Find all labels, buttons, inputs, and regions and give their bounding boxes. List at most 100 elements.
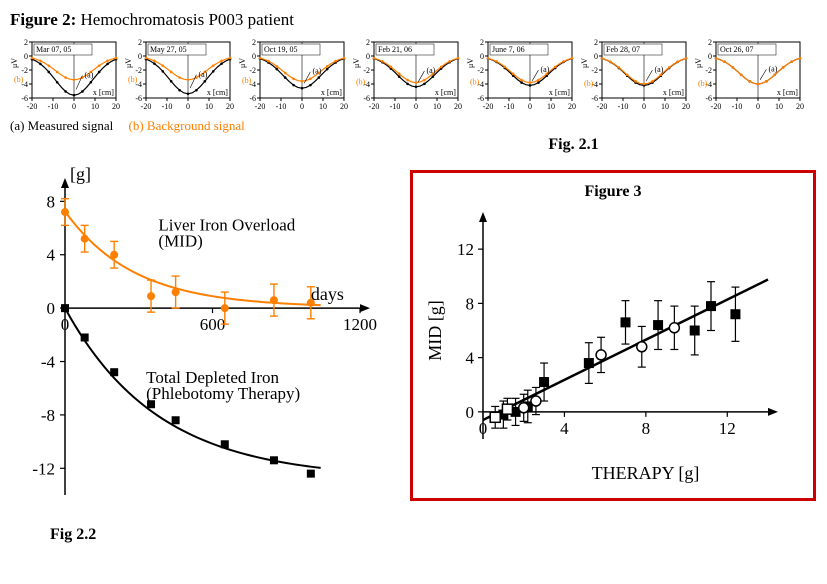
svg-text:0: 0	[528, 102, 532, 111]
svg-text:THERAPY [g]: THERAPY [g]	[592, 463, 700, 483]
svg-text:10: 10	[433, 102, 441, 111]
svg-text:(b): (b)	[698, 79, 708, 88]
svg-text:(a): (a)	[541, 65, 550, 74]
fig22-container: [g]days-12-8-404806001200Liver Iron Over…	[10, 160, 380, 544]
svg-text:-10: -10	[732, 102, 743, 111]
svg-text:(a): (a)	[655, 65, 664, 74]
svg-text:-6: -6	[135, 94, 142, 103]
svg-text:8: 8	[642, 419, 651, 438]
svg-text:(a): (a)	[313, 67, 322, 76]
svg-text:10: 10	[319, 102, 327, 111]
svg-text:-10: -10	[162, 102, 173, 111]
svg-text:20: 20	[112, 102, 120, 111]
svg-text:2: 2	[366, 38, 370, 47]
figure2-title: Figure 2: Hemochromatosis P003 patient	[10, 10, 817, 30]
mini-panel: -20-1001020-6-4-202μVx [cm]Oct 26, 07(a)…	[694, 36, 804, 116]
svg-text:10: 10	[775, 102, 783, 111]
svg-text:x [cm]: x [cm]	[435, 88, 456, 97]
svg-text:0: 0	[479, 419, 488, 438]
svg-text:10: 10	[205, 102, 213, 111]
svg-text:-10: -10	[504, 102, 515, 111]
svg-text:4: 4	[466, 349, 475, 368]
svg-text:Oct 26, 07: Oct 26, 07	[720, 45, 754, 54]
mini-panel-row: -20-1001020-6-4-202μVx [cm]Mar 07, 05(a)…	[10, 36, 817, 116]
svg-text:-20: -20	[255, 102, 266, 111]
svg-text:(a): (a)	[427, 66, 436, 75]
svg-text:-6: -6	[705, 94, 712, 103]
svg-text:μV: μV	[124, 58, 133, 68]
svg-text:μV: μV	[238, 58, 247, 68]
svg-text:μV: μV	[580, 58, 589, 68]
svg-text:10: 10	[661, 102, 669, 111]
mini-panel: -20-1001020-6-4-202μVx [cm]May 27, 05(a)…	[124, 36, 234, 116]
svg-text:0: 0	[756, 102, 760, 111]
svg-text:-2: -2	[21, 66, 28, 75]
svg-text:-20: -20	[141, 102, 152, 111]
figure2-title-text: Hemochromatosis P003 patient	[81, 10, 294, 29]
svg-text:-2: -2	[249, 66, 256, 75]
svg-text:(b): (b)	[470, 78, 480, 87]
svg-text:20: 20	[796, 102, 804, 111]
svg-text:0: 0	[466, 403, 475, 422]
svg-text:μV: μV	[10, 58, 19, 68]
legend-b: (b) Background signal	[129, 118, 245, 133]
svg-text:(a): (a)	[85, 71, 94, 80]
svg-text:-10: -10	[276, 102, 287, 111]
svg-text:(b): (b)	[242, 76, 252, 85]
svg-text:0: 0	[72, 102, 76, 111]
svg-text:x [cm]: x [cm]	[93, 88, 114, 97]
svg-text:-20: -20	[483, 102, 494, 111]
svg-text:Feb 21, 06: Feb 21, 06	[378, 45, 412, 54]
mini-legend: (a) Measured signal (b) Background signa…	[10, 118, 817, 134]
svg-text:0: 0	[300, 102, 304, 111]
svg-text:Mar 07, 05: Mar 07, 05	[36, 45, 71, 54]
svg-text:-10: -10	[618, 102, 629, 111]
svg-text:μV: μV	[352, 58, 361, 68]
svg-text:12: 12	[719, 419, 736, 438]
figure2-title-prefix: Figure 2:	[10, 10, 76, 29]
svg-text:May 27, 05: May 27, 05	[150, 45, 187, 54]
svg-text:[g]: [g]	[70, 164, 91, 184]
svg-text:2: 2	[480, 38, 484, 47]
svg-text:10: 10	[547, 102, 555, 111]
svg-text:8: 8	[47, 192, 56, 211]
svg-text:0: 0	[47, 299, 56, 318]
svg-text:(b): (b)	[584, 79, 594, 88]
svg-text:2: 2	[138, 38, 142, 47]
svg-text:-2: -2	[363, 66, 370, 75]
svg-text:0: 0	[480, 52, 484, 61]
svg-text:(MID): (MID)	[158, 232, 202, 251]
svg-text:0: 0	[61, 315, 70, 334]
svg-text:(b): (b)	[356, 78, 366, 87]
svg-text:days: days	[311, 284, 344, 304]
svg-text:Feb 28, 07: Feb 28, 07	[606, 45, 640, 54]
svg-text:-20: -20	[597, 102, 608, 111]
svg-text:μV: μV	[466, 58, 475, 68]
svg-text:June 7, 06: June 7, 06	[492, 45, 525, 54]
svg-text:-12: -12	[32, 459, 55, 478]
svg-text:20: 20	[226, 102, 234, 111]
svg-text:0: 0	[366, 52, 370, 61]
legend-a: (a) Measured signal	[10, 118, 113, 133]
svg-text:0: 0	[414, 102, 418, 111]
fig3-title: Figure 3	[423, 183, 803, 201]
svg-text:-2: -2	[477, 66, 484, 75]
mini-panel: -20-1001020-6-4-202μVx [cm]Feb 21, 06(a)…	[352, 36, 462, 116]
svg-text:8: 8	[466, 294, 475, 313]
svg-text:1200: 1200	[343, 315, 377, 334]
svg-text:-6: -6	[249, 94, 256, 103]
svg-text:(b): (b)	[128, 75, 138, 84]
svg-text:-20: -20	[27, 102, 38, 111]
svg-text:(a): (a)	[199, 70, 208, 79]
svg-text:12: 12	[457, 240, 474, 259]
fig22-chart: [g]days-12-8-404806001200Liver Iron Over…	[10, 160, 380, 520]
svg-text:-8: -8	[41, 406, 55, 425]
svg-text:2: 2	[252, 38, 256, 47]
svg-text:0: 0	[138, 52, 142, 61]
svg-text:-6: -6	[477, 94, 484, 103]
svg-text:20: 20	[682, 102, 690, 111]
svg-text:-10: -10	[48, 102, 59, 111]
svg-text:-20: -20	[369, 102, 380, 111]
svg-text:-2: -2	[135, 66, 142, 75]
svg-text:0: 0	[594, 52, 598, 61]
